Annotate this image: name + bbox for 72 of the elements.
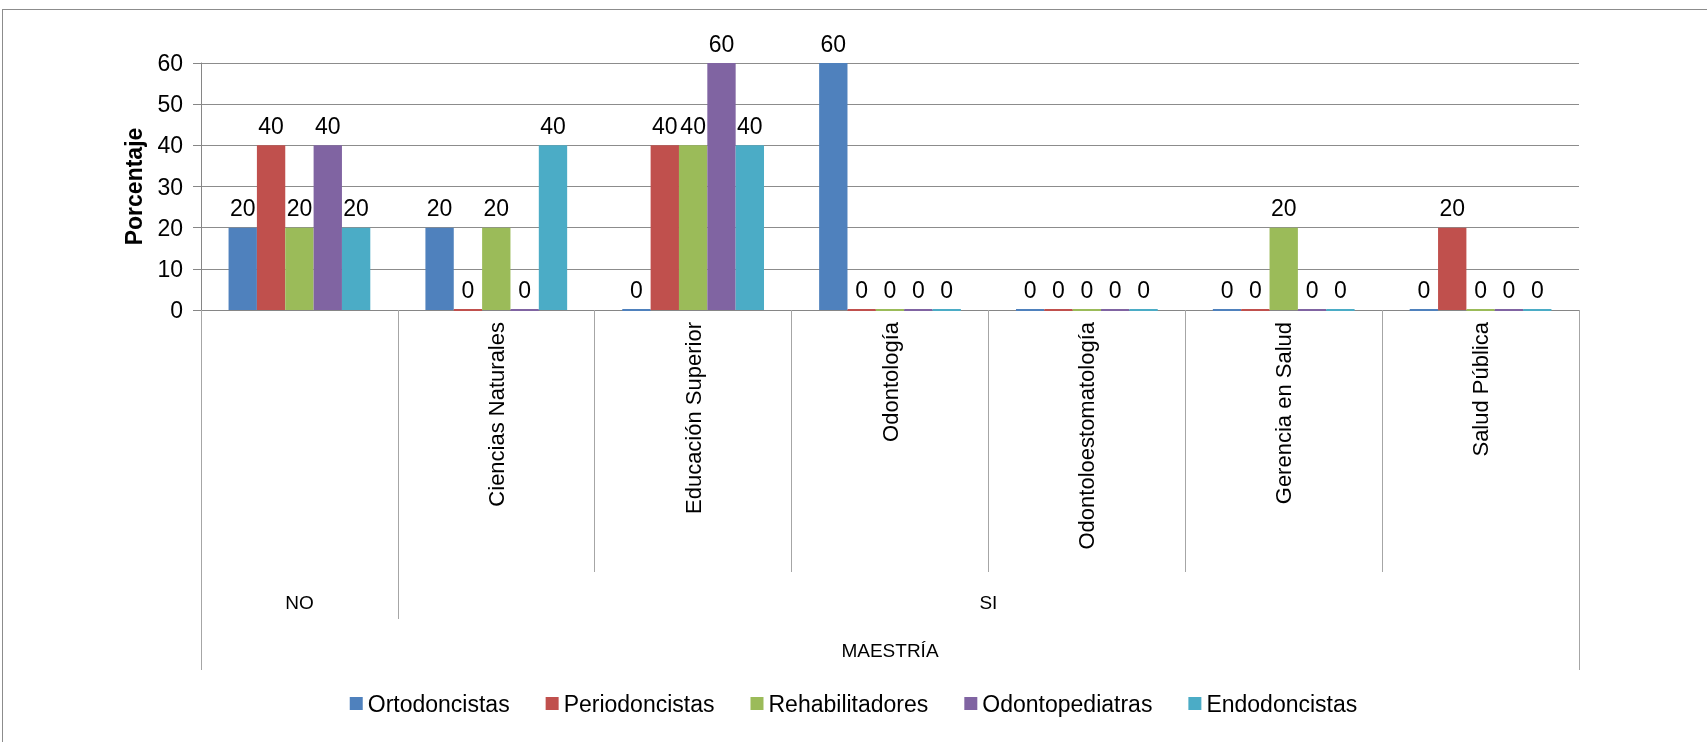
text: SI [979,592,998,614]
legend-label: Periodoncistas [563,690,715,717]
bar [1438,227,1467,310]
bar [678,145,708,310]
x-tick-label: Salud Pública [1468,321,1494,457]
data-label: 60 [708,30,735,57]
data-label: 40 [314,112,341,139]
x-tick-label: Odontoloestomatología [1074,321,1100,550]
data-label: 60 [820,30,847,57]
bar [707,63,736,310]
x-tick-label: Odontología [877,321,903,442]
data-label: 20 [483,195,510,222]
bar [256,145,286,310]
data-label: 0 [1474,276,1487,303]
data-label: 0 [883,276,897,303]
bar [1269,227,1298,310]
data-label: 0 [518,276,532,303]
bar [341,227,371,310]
data-label: 20 [286,195,313,222]
legend-label: Ortodoncistas [367,690,510,717]
data-label: 0 [1137,276,1150,303]
bar [538,145,568,310]
data-label: 0 [1108,276,1122,303]
y-tick-label: 30 [157,173,183,200]
bar [735,145,765,310]
data-label: 0 [1417,276,1431,303]
data-label: 20 [1270,195,1297,222]
bar [819,63,848,310]
y-tick-label: 60 [157,50,183,76]
data-label: 40 [680,112,706,139]
x-axis-title: MAESTRÍA [841,640,939,661]
x-tick-label: Ciencias Naturales [483,322,509,507]
data-label: 0 [1080,276,1094,303]
bar [285,227,314,310]
data-label: 20 [343,195,369,222]
data-label: 20 [1439,195,1466,222]
data-label: 0 [1023,276,1037,303]
data-label: 0 [911,276,925,303]
bar [228,227,257,310]
data-label: 0 [1248,276,1262,303]
data-label: 40 [540,112,566,139]
legend-label: Endodoncistas [1206,690,1358,717]
data-label: 0 [1334,276,1347,303]
data-label: 0 [940,276,954,303]
y-tick-label: 10 [157,255,183,282]
bar [650,145,679,310]
y-tick-label: 50 [157,91,183,118]
bar [482,227,511,310]
y-tick-label: 20 [157,214,183,241]
data-label: 0 [1052,276,1065,303]
legend-label: Rehabilitadores [768,690,929,717]
data-label: 40 [737,112,763,139]
data-label: 40 [652,112,678,139]
data-label: 0 [1220,276,1234,303]
y-tick-label: 0 [170,297,183,323]
y-axis-title: Porcentaje [120,127,147,246]
data-label: 0 [461,276,475,303]
text: NO [285,592,314,614]
data-label: 40 [258,112,284,139]
bar [313,145,342,310]
y-tick-label: 40 [157,132,183,159]
data-label: 0 [1530,276,1544,303]
data-label: 0 [630,276,643,303]
data-label: 0 [855,276,869,303]
x-tick-label: Educación Superior [680,322,706,515]
x-tick-label: Gerencia en Salud [1271,322,1297,505]
data-label: 20 [229,195,256,222]
data-label: 20 [426,195,453,222]
data-label: 0 [1305,276,1319,303]
data-label: 0 [1502,276,1516,303]
bar [425,227,454,310]
legend-label: Odontopediatras [982,690,1153,717]
